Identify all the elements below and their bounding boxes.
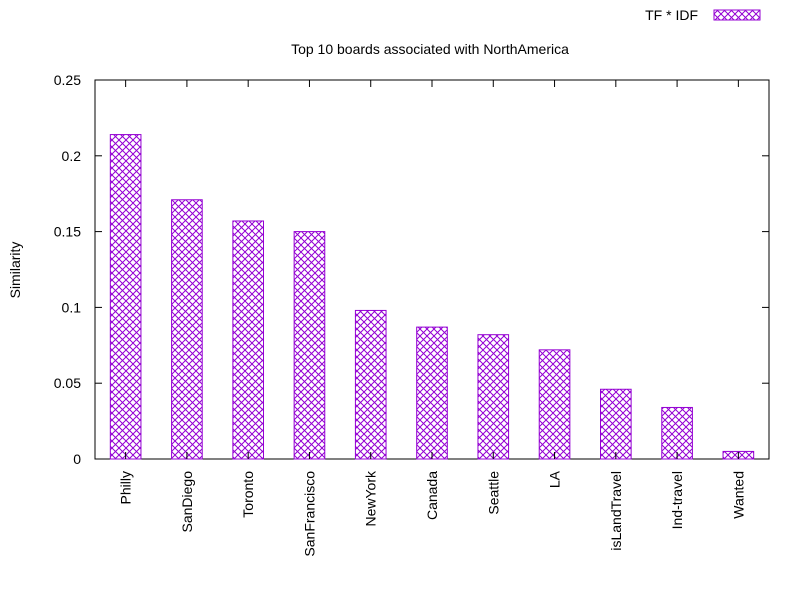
chart-title: Top 10 boards associated with NorthAmeri…: [291, 41, 569, 57]
bar-toronto: [232, 220, 264, 460]
y-tick-label: 0.05: [54, 375, 81, 391]
x-tick-label: Ind-travel: [669, 471, 685, 529]
bar-canada: [416, 326, 448, 460]
y-tick-label: 0.15: [54, 224, 81, 240]
legend-swatch: [713, 9, 761, 21]
x-tick-label: Wanted: [730, 471, 746, 519]
x-tick-label: Canada: [424, 471, 440, 520]
y-tick-label: 0: [73, 451, 81, 467]
x-axis-ticks: Philly SanDiego Toronto SanFrancisco NewYork…: [118, 80, 746, 557]
legend-label: TF * IDF: [645, 7, 698, 23]
bar-newyork: [354, 309, 387, 460]
bars: [109, 134, 755, 460]
bar-ind-travel: [661, 406, 693, 460]
bar-sanfrancisco: [293, 231, 326, 460]
x-tick-label: Seattle: [485, 471, 501, 515]
y-tick-label: 0.1: [62, 299, 82, 315]
y-tick-label: 0.25: [54, 72, 81, 88]
bar-seattle: [477, 334, 510, 460]
x-tick-label: SanFrancisco: [301, 471, 317, 557]
bar-philly: [109, 134, 142, 460]
y-axis-label: Similarity: [7, 242, 23, 299]
x-tick-label: LA: [547, 470, 563, 488]
y-tick-label: 0.2: [62, 148, 82, 164]
y-axis-ticks: 0 0.05 0.1 0.15 0.2 0.25: [54, 72, 769, 467]
x-tick-label: Toronto: [240, 471, 256, 518]
x-tick-label: Philly: [118, 471, 134, 504]
bar-la: [538, 349, 571, 460]
x-tick-label: isLandTravel: [608, 471, 624, 551]
x-tick-label: NewYork: [363, 470, 379, 527]
bar-sandiego: [171, 199, 203, 460]
bar-islandtravel: [600, 388, 632, 460]
x-tick-label: SanDiego: [179, 471, 195, 533]
legend: TF * IDF: [645, 7, 761, 23]
